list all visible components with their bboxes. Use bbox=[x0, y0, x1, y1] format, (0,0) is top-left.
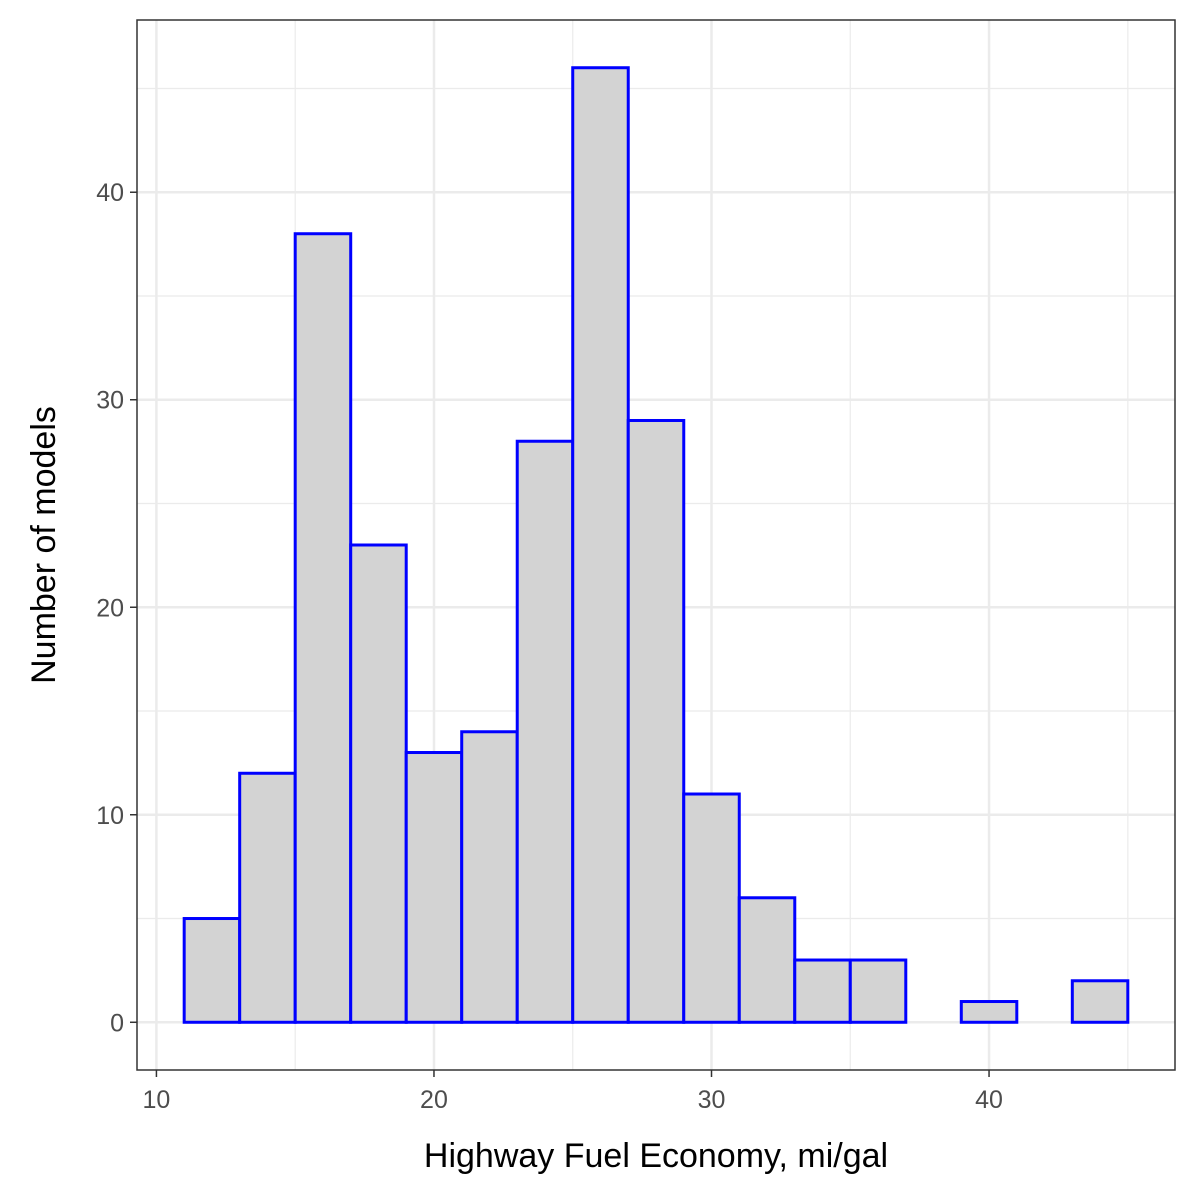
x-tick-label: 30 bbox=[698, 1086, 726, 1114]
histogram-bar bbox=[349, 543, 408, 1024]
histogram-bar bbox=[1070, 979, 1130, 1024]
histogram-bar bbox=[404, 751, 464, 1024]
y-tick-label: 30 bbox=[96, 387, 124, 415]
y-axis-ticks: 0 10 20 30 40 bbox=[96, 179, 137, 1037]
histogram-bar bbox=[737, 896, 797, 1024]
y-tick-label: 10 bbox=[96, 802, 124, 830]
y-tick-label: 40 bbox=[96, 179, 124, 207]
histogram-bar bbox=[293, 232, 353, 1024]
histogram-bar bbox=[793, 958, 852, 1024]
histogram-bar bbox=[460, 730, 519, 1024]
x-tick-label: 20 bbox=[420, 1086, 448, 1114]
histogram-bar bbox=[682, 792, 741, 1024]
histogram-bar bbox=[848, 958, 908, 1024]
histogram-bar bbox=[182, 917, 242, 1024]
y-tick-label: 20 bbox=[96, 594, 124, 622]
x-axis-ticks: 10 20 30 40 bbox=[143, 1070, 1003, 1114]
histogram-bar bbox=[571, 66, 630, 1024]
y-tick-label: 0 bbox=[110, 1009, 124, 1037]
panel-border bbox=[136, 19, 1176, 1071]
x-tick-label: 40 bbox=[975, 1086, 1003, 1114]
histogram-bar bbox=[238, 771, 297, 1024]
histogram-bar bbox=[626, 418, 686, 1024]
histogram-bar bbox=[959, 1000, 1019, 1024]
histogram-bar bbox=[515, 439, 575, 1024]
y-axis-title: Number of models bbox=[25, 406, 63, 684]
x-axis-title: Highway Fuel Economy, mi/gal bbox=[424, 1137, 888, 1175]
histogram-bars bbox=[182, 66, 1130, 1024]
x-tick-label: 10 bbox=[143, 1086, 171, 1114]
